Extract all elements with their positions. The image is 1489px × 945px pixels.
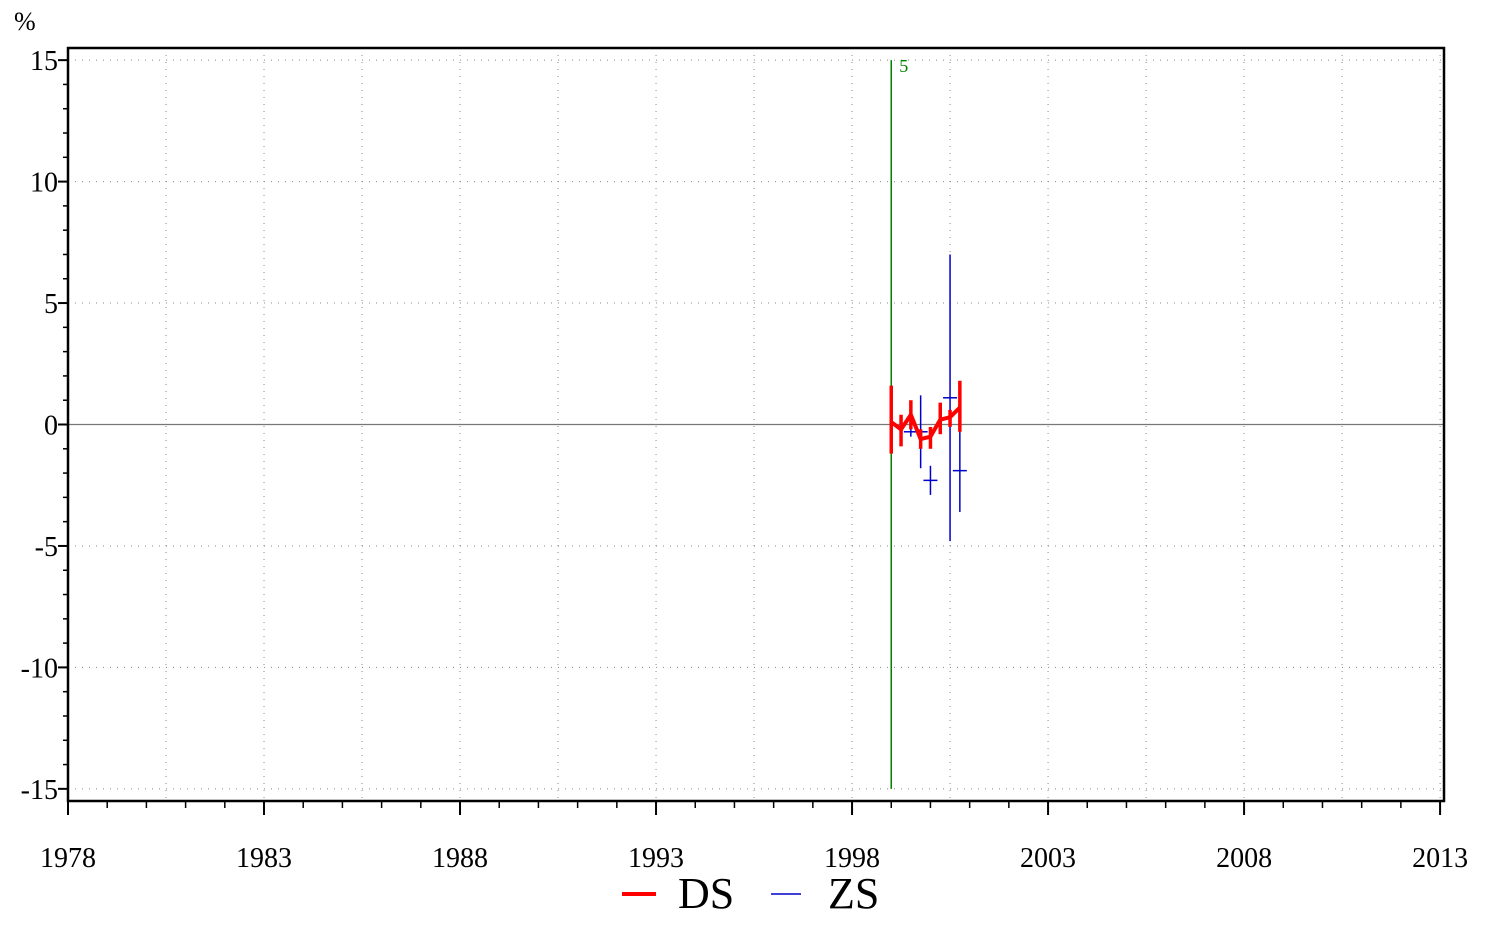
legend: DS ZS [622,869,879,918]
y-axis-unit-label: % [14,7,36,36]
vertical-marker-label: 5 [899,56,908,76]
y-tick-label: -5 [35,532,58,563]
y-tick-label: 10 [30,168,58,199]
y-tick-label: -10 [21,653,58,684]
y-tick-label: -15 [21,775,58,806]
y-tick-label: 5 [44,289,58,320]
ds-line [890,406,962,442]
x-tick-label: 1983 [236,843,292,874]
y-tick-label: 0 [44,411,58,442]
x-tick-label: 1988 [432,843,488,874]
series-marks [889,254,967,542]
x-tick-label: 2013 [1412,843,1468,874]
tick-labels: 15 10 5 0 -5 -10 -15 1978 1983 1988 1993 1998 2003 20… [21,46,1468,874]
x-tick-label: 2003 [1020,843,1076,874]
legend-label-zs: ZS [828,869,879,918]
x-tick-label: 1993 [628,843,684,874]
y-tick-label: 15 [30,46,58,77]
legend-label-ds: DS [678,869,734,918]
x-tick-label: 1998 [824,843,880,874]
axis-ticks [58,59,1442,815]
x-tick-label: 1978 [40,843,96,874]
x-tick-label: 2008 [1216,843,1272,874]
